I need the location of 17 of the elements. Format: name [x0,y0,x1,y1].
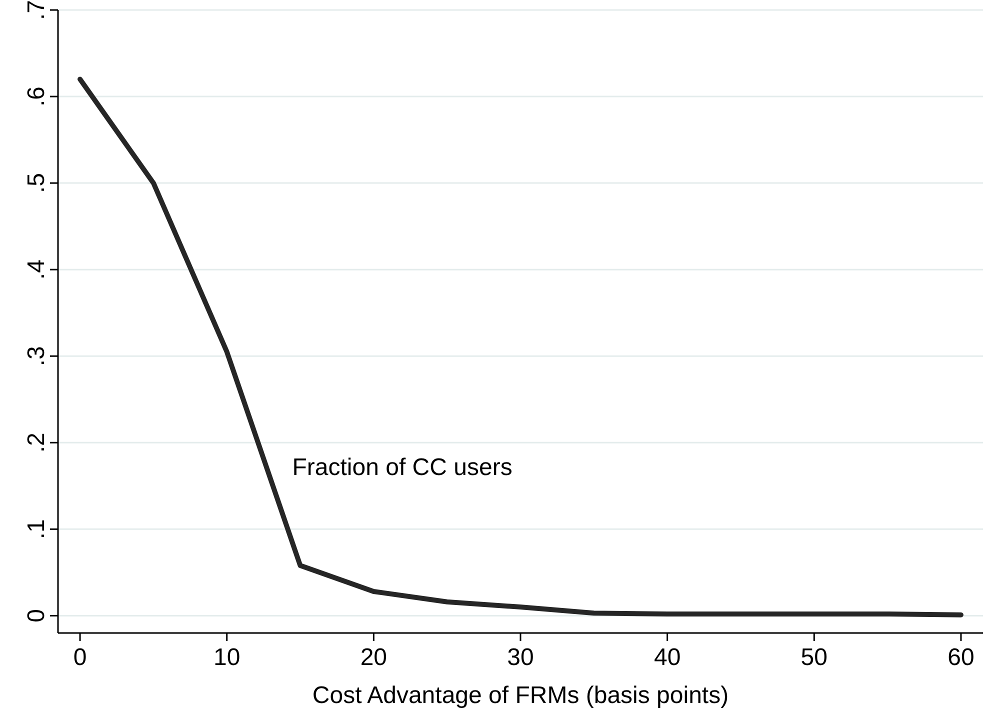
y-tick-label: .2 [23,432,50,453]
y-tick-label: .4 [23,260,50,280]
y-tick-label: .5 [23,173,50,194]
y-tick-label: .7 [23,0,50,20]
x-tick-label: 10 [214,644,240,671]
y-tick-label: .3 [23,346,50,366]
x-axis-title: Cost Advantage of FRMs (basis points) [312,682,729,709]
y-tick-label: .6 [23,86,50,107]
x-tick-label: 40 [654,644,681,671]
y-tick-label: 0 [23,609,50,622]
x-tick-label: 0 [73,644,87,671]
x-tick-label: 20 [360,644,388,671]
series-label: Fraction of CC users [292,454,512,481]
x-tick-label: 50 [800,644,828,671]
y-tick-label: .1 [23,519,50,540]
x-tick-label: 60 [948,644,974,671]
x-tick-label: 30 [507,644,534,671]
